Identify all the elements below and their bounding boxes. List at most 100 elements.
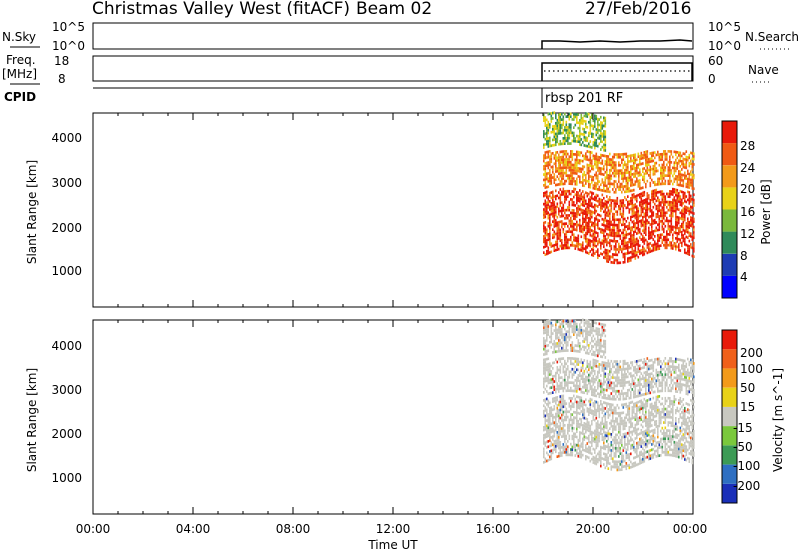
- echo-cell: [682, 196, 685, 200]
- echo-cell: [574, 379, 577, 382]
- echo-cell: [685, 230, 688, 233]
- echo-cell: [553, 157, 556, 160]
- echo-cell: [669, 155, 671, 159]
- echo-cell: [612, 438, 614, 442]
- echo-cell: [642, 237, 644, 241]
- echo-cell: [607, 206, 610, 210]
- echo-cell: [586, 240, 589, 244]
- echo-cell: [613, 190, 616, 194]
- echo-cell: [681, 443, 683, 446]
- echo-cell: [676, 194, 679, 197]
- echo-cell: [673, 400, 676, 404]
- echo-cell: [595, 462, 598, 466]
- echo-cell: [624, 225, 626, 229]
- echo-cell: [594, 144, 596, 147]
- echo-cell: [652, 151, 655, 155]
- echo-cell: [610, 244, 613, 248]
- echo-cell: [576, 180, 578, 183]
- echo-cell: [598, 158, 601, 162]
- echo-cell: [576, 140, 578, 143]
- echo-cell: [640, 404, 643, 408]
- echo-cell: [622, 242, 625, 245]
- echo-cell: [588, 198, 590, 201]
- echo-cell: [642, 162, 644, 165]
- echo-cell: [628, 187, 631, 190]
- echo-cell: [621, 419, 623, 423]
- echo-cell: [562, 203, 565, 207]
- echo-cell: [595, 160, 598, 164]
- echo-cell: [609, 198, 611, 202]
- echo-cell: [579, 153, 581, 157]
- echo-cell: [613, 169, 616, 172]
- echo-cell: [651, 154, 653, 158]
- echo-cell: [640, 151, 643, 155]
- echo-cell: [663, 235, 665, 239]
- echo-cell: [582, 244, 584, 247]
- echo-cell: [571, 166, 574, 169]
- echo-cell: [664, 431, 667, 435]
- echo-cell: [663, 192, 665, 196]
- echo-cell: [595, 422, 598, 425]
- echo-cell: [591, 164, 593, 168]
- echo-cell: [583, 165, 586, 169]
- echo-cell: [606, 224, 608, 228]
- echo-cell: [666, 158, 668, 161]
- echo-cell: [564, 126, 566, 129]
- echo-cell: [612, 457, 614, 461]
- echo-cell: [618, 185, 620, 189]
- echo-cell: [669, 206, 671, 209]
- echo-cell: [637, 228, 640, 232]
- echo-cell: [606, 203, 608, 206]
- echo-cell: [681, 424, 683, 428]
- echo-cell: [588, 211, 590, 215]
- echo-cell: [648, 398, 650, 402]
- echo-cell: [567, 365, 569, 368]
- echo-cell: [661, 227, 664, 231]
- echo-cell: [568, 230, 571, 233]
- echo-cell: [555, 138, 557, 141]
- echo-cell: [669, 241, 671, 244]
- echo-cell: [565, 128, 568, 132]
- echo-cell: [568, 405, 571, 408]
- echo-cell: [621, 376, 623, 379]
- echo-cell: [597, 128, 599, 132]
- echo-cell: [631, 433, 634, 436]
- echo-cell: [553, 415, 556, 419]
- echo-cell: [573, 389, 575, 393]
- echo-cell: [585, 152, 587, 156]
- echo-cell: [655, 207, 658, 211]
- echo-cell: [561, 174, 563, 178]
- echo-cell: [658, 421, 661, 425]
- echo-cell: [621, 444, 623, 447]
- echo-cell: [571, 389, 574, 393]
- echo-cell: [682, 152, 685, 155]
- echo-cell: [555, 189, 557, 193]
- echo-cell: [606, 184, 608, 188]
- echo-cell: [577, 134, 580, 138]
- echo-cell: [595, 196, 598, 200]
- echo-cell: [688, 444, 691, 447]
- echo-cell: [648, 229, 650, 232]
- echo-cell: [630, 170, 632, 174]
- echo-cell: [573, 427, 575, 430]
- echo-cell: [588, 445, 590, 449]
- echo-cell: [547, 458, 550, 462]
- echo-cell: [565, 448, 568, 451]
- echo-cell: [678, 172, 680, 176]
- echo-cell: [583, 225, 586, 229]
- echo-cell: [676, 156, 679, 160]
- echo-cell: [649, 181, 652, 185]
- echo-cell: [583, 236, 586, 240]
- echo-cell: [613, 155, 616, 159]
- echo-cell: [558, 172, 560, 175]
- echo-cell: [634, 448, 637, 451]
- echo-cell: [658, 247, 661, 250]
- echo-cell: [673, 242, 676, 245]
- echo-cell: [642, 207, 644, 211]
- echo-cell: [643, 379, 646, 383]
- echo-cell: [609, 182, 611, 186]
- echo-cell: [588, 365, 590, 369]
- echo-cell: [651, 211, 653, 215]
- echo-cell: [613, 212, 616, 216]
- echo-cell: [651, 230, 653, 234]
